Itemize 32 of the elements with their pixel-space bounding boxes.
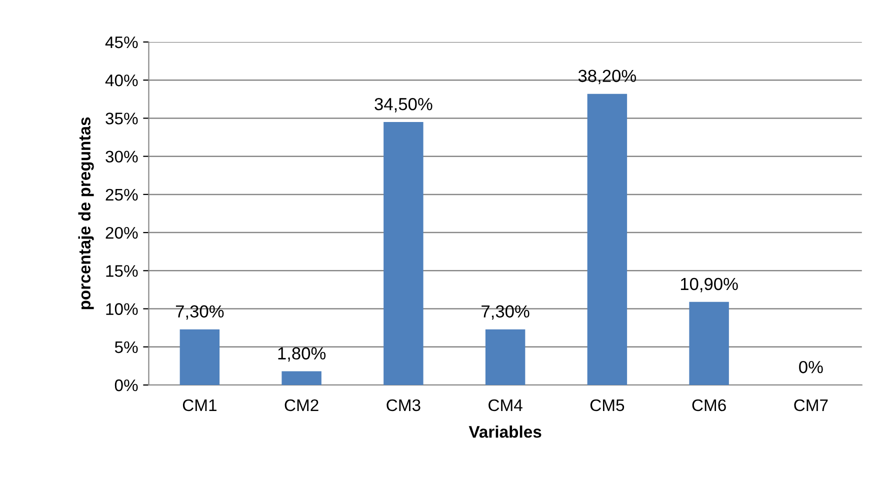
data-label: 34,50% bbox=[374, 98, 432, 112]
bar bbox=[282, 371, 322, 385]
x-tick-label: CM5 bbox=[590, 399, 624, 412]
y-tick-label: 30% bbox=[106, 150, 138, 163]
x-tick-label: CM6 bbox=[692, 399, 726, 412]
data-label: 7,30% bbox=[176, 305, 224, 320]
bar bbox=[180, 329, 220, 385]
y-tick-label: 25% bbox=[106, 188, 138, 201]
bar bbox=[689, 302, 729, 385]
y-tick-label: 0% bbox=[114, 379, 138, 392]
x-tick-label: CM1 bbox=[182, 399, 216, 412]
bar bbox=[384, 122, 424, 385]
y-tick-label: 45% bbox=[105, 36, 138, 48]
bar bbox=[587, 94, 628, 385]
data-label: 1,80% bbox=[278, 347, 326, 362]
data-label: 38,20% bbox=[578, 70, 636, 84]
x-tick-label: CM2 bbox=[284, 399, 318, 412]
x-tick-label: CM3 bbox=[386, 399, 420, 412]
x-axis-title: Variables bbox=[468, 426, 542, 438]
y-tick-label: 20% bbox=[106, 226, 138, 239]
y-tick-label: 5% bbox=[114, 341, 138, 354]
data-label: 0% bbox=[799, 360, 823, 374]
y-tick-label: 35% bbox=[106, 112, 138, 124]
data-label: 7,30% bbox=[482, 305, 530, 320]
x-tick-label: CM4 bbox=[488, 399, 522, 412]
y-axis-title: porcentaje de preguntas bbox=[78, 117, 94, 310]
data-label: 10,90% bbox=[680, 278, 738, 292]
y-tick-label: 15% bbox=[106, 265, 138, 277]
y-tick-label: 10% bbox=[106, 303, 138, 315]
y-tick-label: 40% bbox=[105, 74, 138, 86]
x-tick-label: CM7 bbox=[794, 399, 828, 412]
bar bbox=[485, 329, 526, 385]
